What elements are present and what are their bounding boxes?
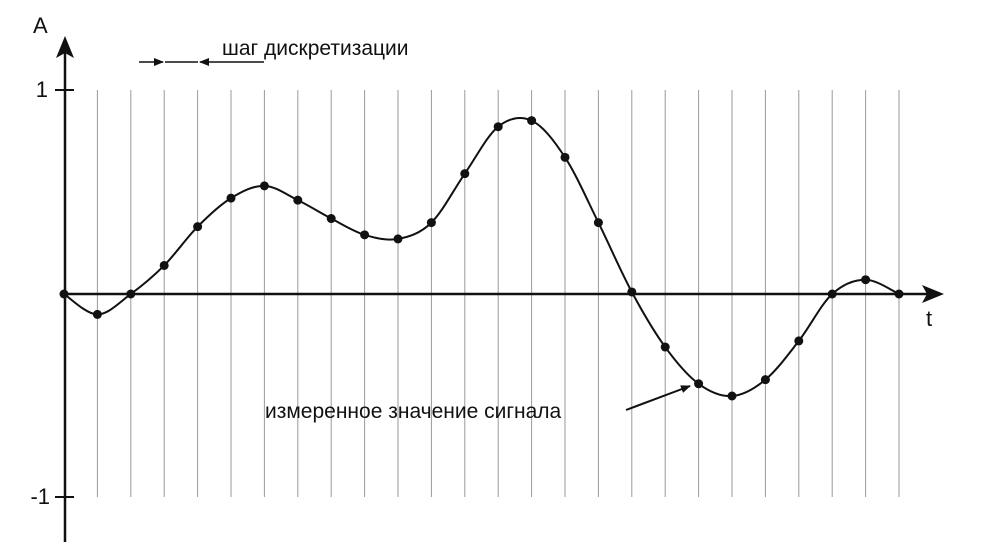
measured-value-pointer-icon [625,385,691,411]
sample-point [760,375,770,385]
sample-point [259,181,269,191]
signal-curve [63,116,900,398]
sample-point [493,122,503,132]
sample-point [293,195,303,205]
x-axis-arrow-icon [922,285,944,303]
measured-value-annotation: измеренное значение сигнала [265,385,691,423]
sample-point [226,193,236,203]
sample-point [360,230,370,240]
sample-point [660,342,670,352]
sample-point [326,214,336,224]
sample-point [560,152,570,162]
sample-point [794,336,804,346]
sample-point [593,218,603,228]
sample-point [894,289,904,299]
sample-points [59,116,904,401]
sample-point [193,222,203,232]
sample-point [861,275,871,285]
y-axis-label: A [33,13,48,38]
sample-point [827,289,837,299]
sample-point [426,218,436,228]
y-tick-label-bottom: -1 [30,484,50,509]
sample-point [59,289,69,299]
sample-point [126,289,136,299]
sample-point [159,260,169,270]
sample-point [694,379,704,389]
sampling-step-label: шаг дискретизации [222,37,409,60]
measured-value-label: измеренное значение сигнала [265,400,562,423]
sample-point [727,391,737,401]
sample-point [460,169,470,179]
sample-point [92,309,102,319]
y-tick-label-top: 1 [36,77,48,102]
sample-point [627,287,637,297]
y-axis-arrow-icon [56,36,74,58]
x-axis-label: t [926,306,932,331]
sample-point [393,234,403,244]
sample-point [527,116,537,126]
sampling-step-annotation: шаг дискретизации [139,37,409,66]
